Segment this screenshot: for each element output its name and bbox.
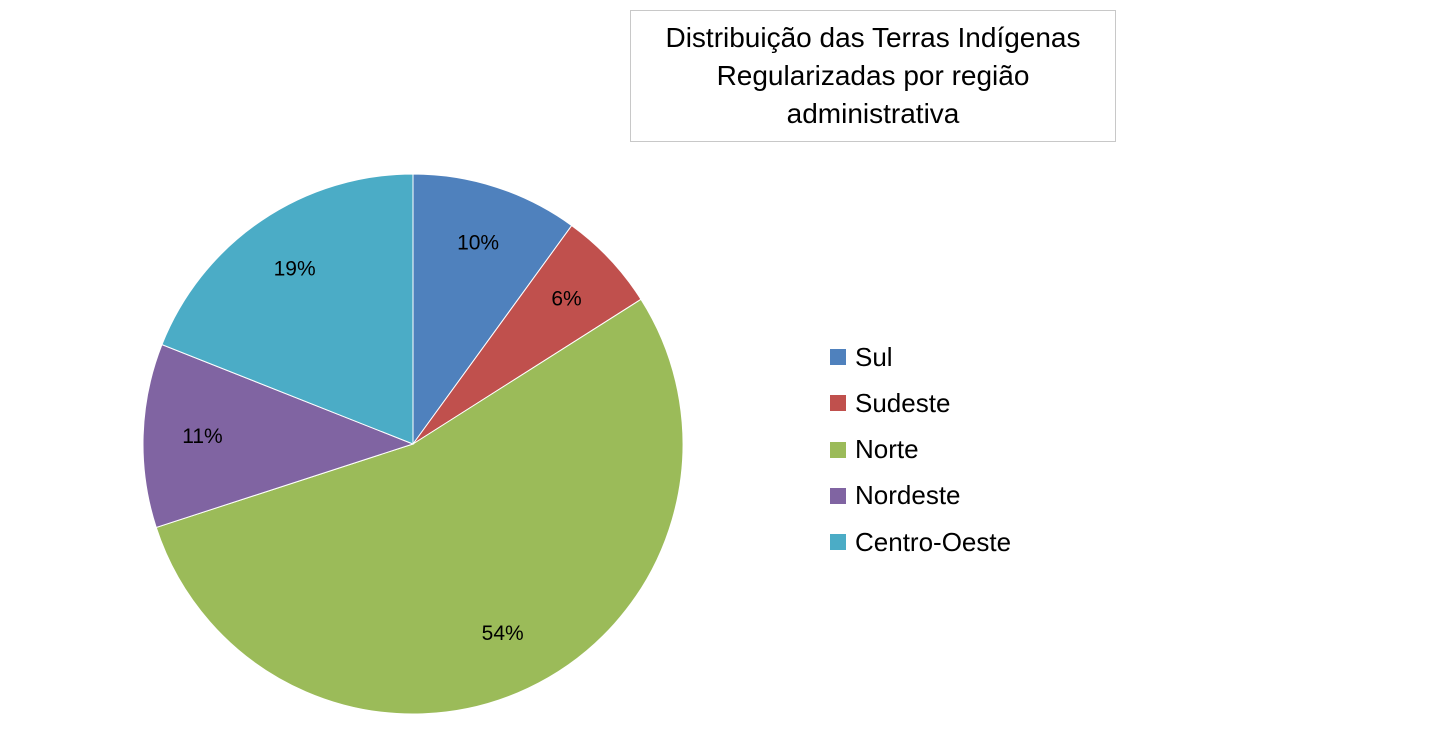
data-label-sudeste: 6% [551, 287, 581, 310]
legend-item-centro-oeste: Centro-Oeste [830, 519, 1011, 565]
pie-slice-sul [412, 173, 573, 446]
data-label-sul: 10% [457, 231, 499, 254]
data-label-norte: 54% [482, 622, 524, 645]
legend-swatch [830, 395, 846, 412]
pie-data-labels: 10% 6% 54% 11% 19% [182, 231, 581, 645]
legend-item-nordeste: Nordeste [830, 473, 1011, 519]
legend-swatch [830, 487, 846, 504]
legend-label: Nordeste [855, 480, 961, 511]
legend-label: Centro-Oeste [855, 526, 1012, 557]
pie-slice-norte [155, 298, 684, 715]
pie-slice-centro-oeste [161, 173, 414, 445]
legend-label: Sudeste [855, 387, 951, 418]
legend-label: Norte [855, 434, 919, 465]
data-label-nordeste: 11% [182, 425, 222, 448]
legend-swatch [830, 441, 846, 458]
data-label-centro-oeste: 19% [274, 257, 316, 280]
legend-swatch [830, 534, 846, 551]
pie-slice-nordeste [142, 343, 415, 529]
legend-label: Sul [855, 341, 893, 372]
pie-slices [142, 173, 684, 715]
legend-item-sudeste: Sudeste [830, 380, 1011, 426]
chart-legend: Sul Sudeste Norte Nordeste Centro-Oeste [830, 334, 1011, 565]
legend-swatch [830, 349, 846, 366]
chart-title: Distribuição das Terras Indígenas Regula… [665, 22, 1081, 129]
legend-item-sul: Sul [830, 334, 1011, 380]
chart-title-box: Distribuição das Terras Indígenas Regula… [630, 10, 1116, 142]
legend-item-norte: Norte [830, 427, 1011, 473]
